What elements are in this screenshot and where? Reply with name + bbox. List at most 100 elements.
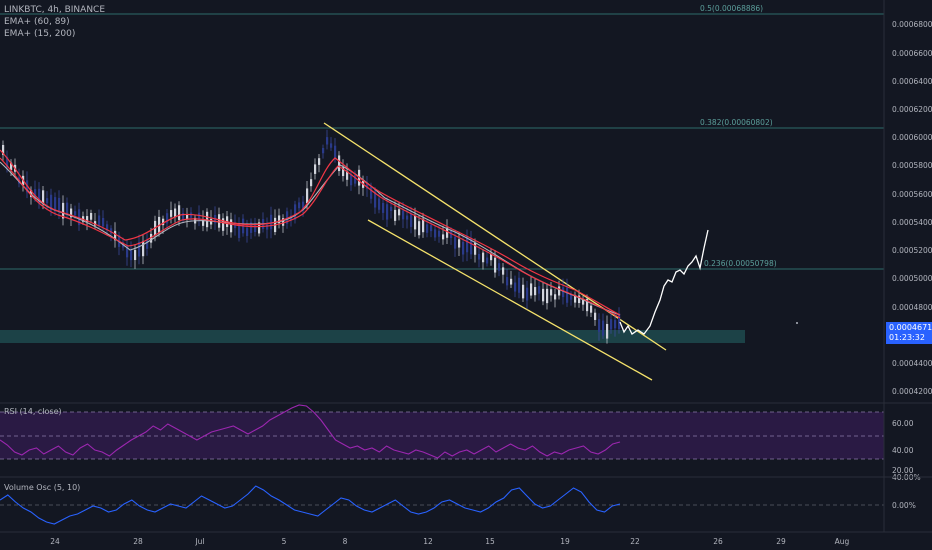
candle-body — [554, 294, 557, 300]
ema-red-line-1 — [0, 149, 621, 316]
candle-body — [146, 239, 149, 249]
candle-body — [518, 277, 521, 293]
time-axis-label: 22 — [630, 537, 640, 546]
candle-body — [578, 295, 581, 304]
candle-body — [222, 218, 225, 231]
candle-body — [150, 233, 153, 243]
candle-body — [350, 174, 353, 186]
rsi-line — [0, 404, 621, 459]
candle-body — [322, 148, 325, 154]
candle-body — [606, 323, 609, 339]
candle-body — [530, 283, 533, 296]
candle-body — [526, 287, 529, 301]
candle-body — [574, 295, 577, 303]
candle-body — [586, 299, 589, 312]
candle-body — [330, 143, 333, 148]
candle-body — [366, 183, 369, 189]
candle-body — [394, 209, 397, 221]
candle-body — [90, 212, 93, 220]
rsi-axis-40: 40.00 — [892, 446, 914, 455]
candle-body — [534, 287, 537, 296]
symbol-title[interactable]: LINKBTC, 4h, BINANCE — [4, 5, 106, 15]
candle-body — [594, 312, 597, 320]
rsi-label[interactable]: RSI (14, close) — [4, 407, 62, 416]
candle-body — [2, 144, 5, 155]
candle-body — [218, 214, 221, 228]
time-axis-label: Aug — [835, 537, 850, 546]
candle-body — [238, 222, 241, 238]
candle-body — [414, 215, 417, 230]
current-price-box: 0.00046714 01:23:32 — [886, 322, 932, 344]
candle-body — [254, 224, 257, 233]
candle-body — [286, 211, 289, 224]
candle-body — [126, 246, 129, 258]
candle-body — [318, 158, 321, 165]
candle-body — [46, 198, 49, 204]
candle-body — [602, 320, 605, 336]
candle-body — [422, 218, 425, 233]
time-axis[interactable]: 24 28 Jul 5 8 12 15 19 22 26 29 Aug — [50, 537, 849, 546]
candle-body — [186, 214, 189, 219]
time-axis-label: 28 — [133, 537, 143, 546]
time-axis-label: 19 — [560, 537, 570, 546]
candle-body — [610, 319, 613, 330]
candle-body — [182, 213, 185, 221]
candle-body — [506, 277, 509, 286]
candle-body — [294, 204, 297, 220]
candle-body — [438, 230, 441, 237]
price-axis-label: 0.00042000 — [892, 387, 932, 396]
candle-body — [282, 218, 285, 226]
candle-body — [246, 227, 249, 236]
candle-body — [106, 224, 109, 231]
candle-body — [302, 201, 305, 211]
candle-body — [374, 191, 377, 208]
candle-body — [102, 218, 105, 227]
volume-osc-label[interactable]: Volume Osc (5, 10) — [4, 483, 81, 492]
candle-body — [338, 155, 341, 172]
candle-body — [346, 171, 349, 180]
candle-body — [10, 162, 13, 170]
candle-body — [178, 205, 181, 221]
fib-label-0.236: 0.236(0.00050798) — [704, 259, 777, 268]
chart-legend: LINKBTC, 4h, BINANCE EMA+ (60, 89) EMA+ … — [4, 4, 105, 40]
ema-legend-1[interactable]: EMA+ (60, 89) — [4, 17, 70, 27]
candle-body — [402, 210, 405, 220]
candle-body — [50, 194, 53, 211]
candle-body — [582, 300, 585, 305]
candle-body — [490, 253, 493, 261]
candle-body — [326, 137, 329, 145]
candle-body — [470, 238, 473, 255]
channel-lower-line[interactable] — [367, 219, 653, 381]
candle-body — [450, 231, 453, 239]
candle-body — [138, 241, 141, 257]
projection-path[interactable] — [619, 229, 709, 335]
candle-body — [342, 167, 345, 177]
candle-body — [310, 179, 313, 187]
candle-body — [502, 267, 505, 275]
candle-body — [334, 145, 337, 160]
candle-body — [390, 206, 393, 211]
candle-body — [58, 197, 61, 211]
candle-body — [166, 213, 169, 224]
candle-body — [98, 215, 101, 226]
candle-body — [378, 198, 381, 210]
ema-legend-2[interactable]: EMA+ (15, 200) — [4, 29, 76, 39]
candle-body — [42, 190, 45, 204]
candle-body — [298, 202, 301, 209]
candle-body — [410, 213, 413, 227]
candle-body — [370, 186, 373, 199]
candle-body — [486, 257, 489, 264]
support-zone[interactable] — [0, 330, 745, 343]
candle-body — [542, 288, 545, 302]
candle-body — [114, 230, 117, 241]
